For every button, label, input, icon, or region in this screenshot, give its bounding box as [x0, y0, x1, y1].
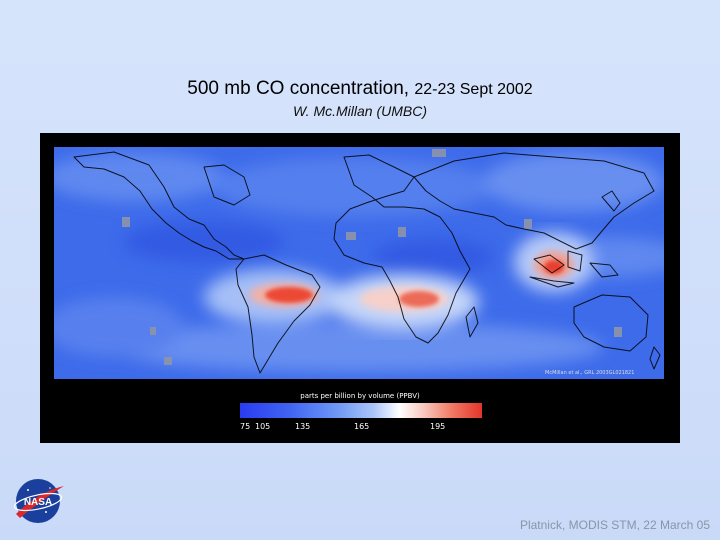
colorbar-tick: 75: [240, 422, 251, 431]
colorbar: [240, 403, 482, 418]
slide-footer: Platnick, MODIS STM, 22 March 05: [519, 518, 710, 532]
world-map-graphic: [54, 147, 664, 379]
nasa-logo-text: NASA: [24, 497, 52, 508]
slide-title-dates: 22-23 Sept 2002: [414, 81, 533, 98]
co-map-figure: McMillan et al., GRL 2003GL021821 parts …: [40, 133, 680, 443]
slide-title: 500 mb CO concentration, 22-23 Sept 2002: [0, 78, 720, 100]
slide-author: W. Mc.Millan (UMBC): [292, 103, 428, 119]
figure-credit: McMillan et al., GRL 2003GL021821: [545, 370, 635, 376]
colorbar-tick: 135: [295, 422, 311, 431]
colorbar-tick: 195: [430, 422, 446, 431]
colorbar-label: parts per billion by volume (PPBV): [300, 392, 420, 400]
colorbar-tick: 105: [255, 422, 271, 431]
colorbar-ticks: 75 105 135 165 195: [40, 422, 680, 432]
colorbar-tick: 165: [354, 422, 370, 431]
nasa-logo-icon: NASA: [13, 479, 64, 523]
co-concentration-map: [54, 147, 664, 379]
slide-title-main: 500 mb CO concentration,: [187, 78, 415, 99]
